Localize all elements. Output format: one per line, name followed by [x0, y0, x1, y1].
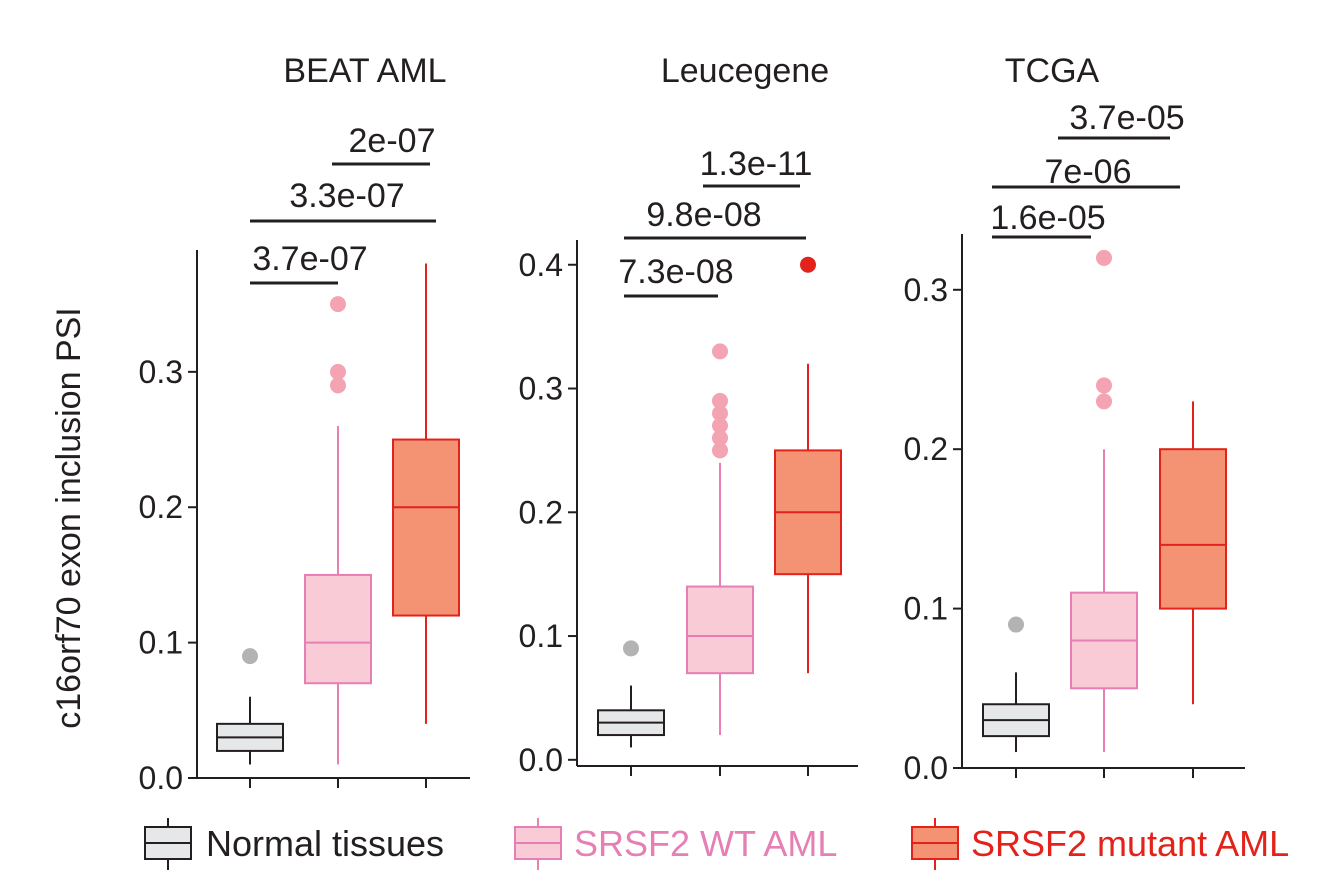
y-axis-label: c16orf70 exon inclusion PSI	[50, 307, 88, 728]
legend-label: SRSF2 WT AML	[574, 823, 837, 864]
y-tick-label: 0.0	[904, 750, 948, 786]
outlier-point	[712, 392, 728, 409]
p-value-label: 3.7e-07	[252, 240, 367, 278]
outlier-point	[1096, 393, 1112, 410]
legend-key-icon	[514, 818, 562, 870]
outlier-point	[1096, 249, 1112, 266]
legend-key-icon	[144, 818, 192, 870]
panel-beat-aml: BEAT AML 0.0 0.1 0.2 0.3 3.7e-07 3.3e-07 2e-07	[139, 52, 470, 796]
outlier-point	[1096, 377, 1112, 394]
y-tick-label: 0.2	[519, 494, 563, 530]
y-tick-label: 0.3	[139, 354, 183, 390]
outlier-point	[623, 640, 639, 657]
y-tick-label: 0.3	[904, 272, 948, 308]
outlier-point	[242, 648, 258, 665]
legend-item-normal-tissues: Normal tissues	[144, 818, 444, 870]
p-value-label: 1.3e-11	[700, 145, 813, 183]
outlier-point	[330, 377, 346, 394]
panels: BEAT AML 0.0 0.1 0.2 0.3 3.7e-07 3.3e-07 2e-07 L…	[139, 52, 1245, 796]
box-srsf2-wt-aml	[304, 296, 372, 765]
outlier-point	[712, 417, 728, 434]
box-normal-tissues	[216, 648, 284, 765]
panel-tcga: TCGA 0.0 0.1 0.2 0.3 1.6e-05 7e-06 3.7e-05	[904, 52, 1245, 786]
y-tick-label: 0.2	[904, 431, 948, 467]
box-iqr	[686, 585, 754, 675]
box-srsf2-mutant-aml	[774, 256, 842, 674]
legend-item-srsf2-mutant-aml: SRSF2 mutant AML	[911, 818, 1289, 870]
p-value-label: 1.6e-05	[990, 199, 1105, 237]
y-tick-label: 0.1	[139, 625, 183, 661]
outlier-point	[1008, 616, 1024, 633]
p-value-label: 9.8e-08	[646, 196, 761, 234]
outlier-point	[330, 363, 346, 380]
box-srsf2-mutant-aml	[392, 263, 460, 724]
outlier-point	[712, 343, 728, 360]
p-value-label: 7e-06	[1045, 153, 1132, 191]
legend-item-srsf2-wt-aml: SRSF2 WT AML	[514, 818, 837, 870]
box-srsf2-mutant-aml	[1159, 401, 1227, 705]
y-tick-label: 0.0	[139, 760, 183, 796]
box-iqr	[392, 438, 460, 617]
panel-leucegene: Leucegene 0.0 0.1 0.2 0.3 0.4 7.3e-08 9.8e-08 1.…	[519, 52, 858, 778]
outlier-point	[712, 405, 728, 422]
p-value-label: 2e-07	[349, 122, 436, 160]
outlier-point	[712, 442, 728, 459]
y-tick-label: 0.2	[139, 489, 183, 525]
y-tick-label: 0.1	[519, 618, 563, 654]
box-srsf2-wt-aml	[1070, 249, 1138, 753]
y-tick-label: 0.1	[904, 591, 948, 627]
box-iqr	[304, 573, 372, 685]
panel-title: TCGA	[1005, 52, 1100, 90]
legend: Normal tissues SRSF2 WT AML SRSF2 mutant A…	[144, 818, 1289, 870]
p-value-label: 7.3e-08	[618, 253, 733, 291]
box-srsf2-wt-aml	[686, 343, 754, 736]
box-normal-tissues	[597, 640, 665, 748]
outlier-point	[330, 296, 346, 313]
outlier-point	[712, 430, 728, 447]
p-value-label: 3.3e-07	[289, 177, 404, 215]
p-value-label: 3.7e-05	[1069, 99, 1184, 137]
box-normal-tissues	[982, 616, 1050, 753]
panel-title: BEAT AML	[283, 52, 446, 90]
panel-title: Leucegene	[661, 52, 829, 90]
outlier-point	[800, 256, 816, 273]
y-tick-label: 0.4	[519, 247, 563, 283]
legend-label: SRSF2 mutant AML	[971, 823, 1289, 864]
box-iqr	[1159, 448, 1227, 610]
y-tick-label: 0.3	[519, 371, 563, 407]
legend-key-icon	[911, 818, 959, 870]
legend-label: Normal tissues	[206, 823, 444, 864]
y-tick-label: 0.0	[519, 742, 563, 778]
